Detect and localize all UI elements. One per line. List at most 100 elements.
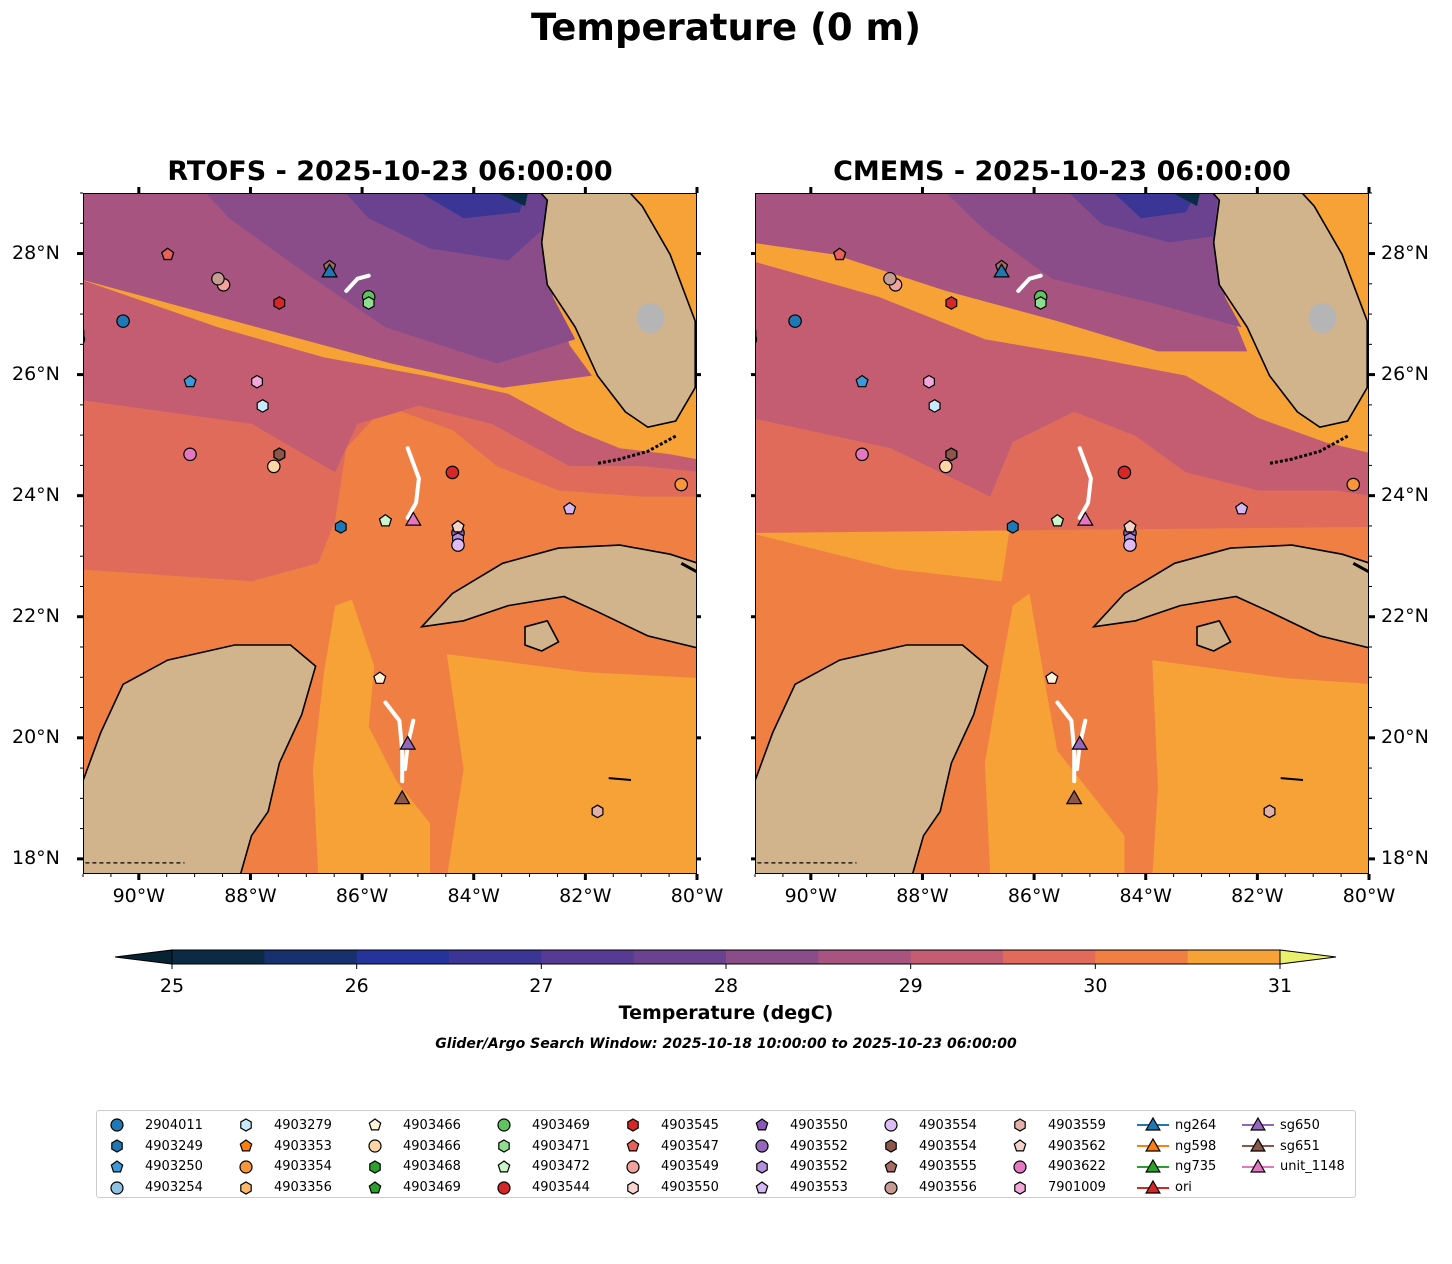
legend-marker [884,1160,898,1173]
panel-title-cmems: CMEMS - 2025-10-23 06:00:00 [833,156,1291,187]
sst-contour-band [84,400,696,582]
float-marker [1346,477,1361,492]
legend-label: 4903468 [403,1159,461,1175]
lon-tick-label: 90°W [784,885,838,907]
float-marker [788,314,802,328]
colorbar-segment [449,950,542,964]
legend-marker [497,1181,511,1195]
legend-label: sg650 [1280,1117,1320,1133]
legend-label: 4903549 [661,1159,719,1175]
legend-label: 4903554 [919,1138,977,1154]
legend-item: 4903469 [496,1115,590,1136]
panel-title-rtofs: RTOFS - 2025-10-23 06:00:00 [167,156,613,187]
legend-item: 4903466 [367,1115,461,1136]
lat-tick-label: 26°N [12,362,60,385]
legend-label: ng735 [1175,1159,1217,1175]
sst-contour-band [499,194,528,207]
legend-float-symbol [497,1181,511,1195]
sst-contour-band [446,654,696,873]
lat-tick-label: 20°N [12,725,60,748]
lat-tick-label: 28°N [1381,241,1429,264]
glider-marker [993,263,1011,278]
legend-marker [1013,1160,1027,1174]
legend-item: 4903559 [1012,1115,1106,1136]
legend-label: 4903556 [919,1180,977,1196]
legend-marker [240,1181,252,1195]
legend-marker [497,1160,511,1173]
legend-marker [110,1118,124,1132]
legend-float-symbol [885,1139,897,1153]
legend-marker [755,1139,769,1153]
float-marker [945,296,958,310]
lon-tick-label: 82°W [1231,885,1284,907]
legend-item: 4903554 [883,1115,977,1136]
florida-keys [1269,434,1349,465]
lon-tick-label: 90°W [112,885,166,907]
glider-marker [1076,511,1094,526]
colorbar-segment [1003,950,1096,964]
legend-glider-symbol [1242,1158,1274,1173]
legend-label: 4903622 [1048,1159,1106,1175]
land-yucatan [756,644,989,873]
legend-label: 4903545 [661,1117,719,1133]
sst-contour-band [1174,194,1200,207]
float-marker [1006,520,1019,534]
lat-tick-label: 24°N [12,483,60,506]
legend-item: ng735 [1137,1157,1216,1178]
lon-tick-label: 82°W [559,885,612,907]
colorbar-segment [910,950,1004,964]
land-yucatan [84,644,317,873]
legend-marker [884,1118,898,1132]
legend-item: ng264 [1137,1115,1216,1136]
legend-item: 4903556 [883,1177,977,1198]
legend-marker [1014,1118,1026,1133]
float-marker [116,314,130,328]
float-marker [855,374,869,388]
legend-label: 4903254 [145,1180,203,1196]
land-isle-of-youth [524,619,560,652]
legend-float-symbol [497,1118,511,1132]
legend-label: 4903554 [919,1117,977,1133]
legend-marker [368,1139,382,1153]
float-marker [378,513,393,527]
sst-contour-band [1115,194,1196,219]
land-cuba [419,544,696,649]
sst-contour-band [84,280,696,473]
glider-marker [1071,735,1089,750]
legend-item: 4903353 [238,1136,332,1157]
float-marker [1050,513,1065,527]
glider-marker [404,511,422,526]
legend-float-symbol [884,1160,898,1173]
legend-marker [884,1181,898,1195]
float-marker [183,447,197,462]
float-marker [273,447,286,462]
glider-track [405,446,421,520]
colorbar-segment [356,950,450,964]
map-cmems[interactable] [755,193,1369,874]
glider-track [383,700,405,784]
colorbar-tick-label: 29 [898,975,923,997]
legend-label: 4903469 [532,1117,590,1133]
legend-float-symbol [627,1118,639,1133]
legend-column: 4903279 4903353 4903354 4903356 [238,1115,332,1198]
legend-glider-symbol [1137,1179,1169,1194]
float-marker [923,374,935,389]
float-marker [1123,538,1137,552]
legend-item: 4903466 [367,1136,461,1157]
legend-float-symbol [498,1139,510,1153]
legend-item: 4903552 [754,1136,848,1157]
lon-tick-label: 84°W [1119,885,1172,907]
lat-tick-label: 24°N [1381,483,1429,506]
lon-tick-label: 86°W [335,885,389,907]
land-isle-of-youth [1196,619,1232,652]
legend-float-symbol [239,1139,253,1152]
legend-label: 4903249 [145,1138,203,1154]
legend-float-symbol [884,1118,898,1132]
glider-track [1055,700,1077,784]
colorbar-tick-label: 27 [529,975,554,997]
float-marker [251,374,263,389]
legend-float-symbol [368,1118,382,1131]
legend-glider-symbol [1242,1137,1274,1152]
map-rtofs[interactable] [83,193,697,874]
colorbar-segment [633,950,727,964]
